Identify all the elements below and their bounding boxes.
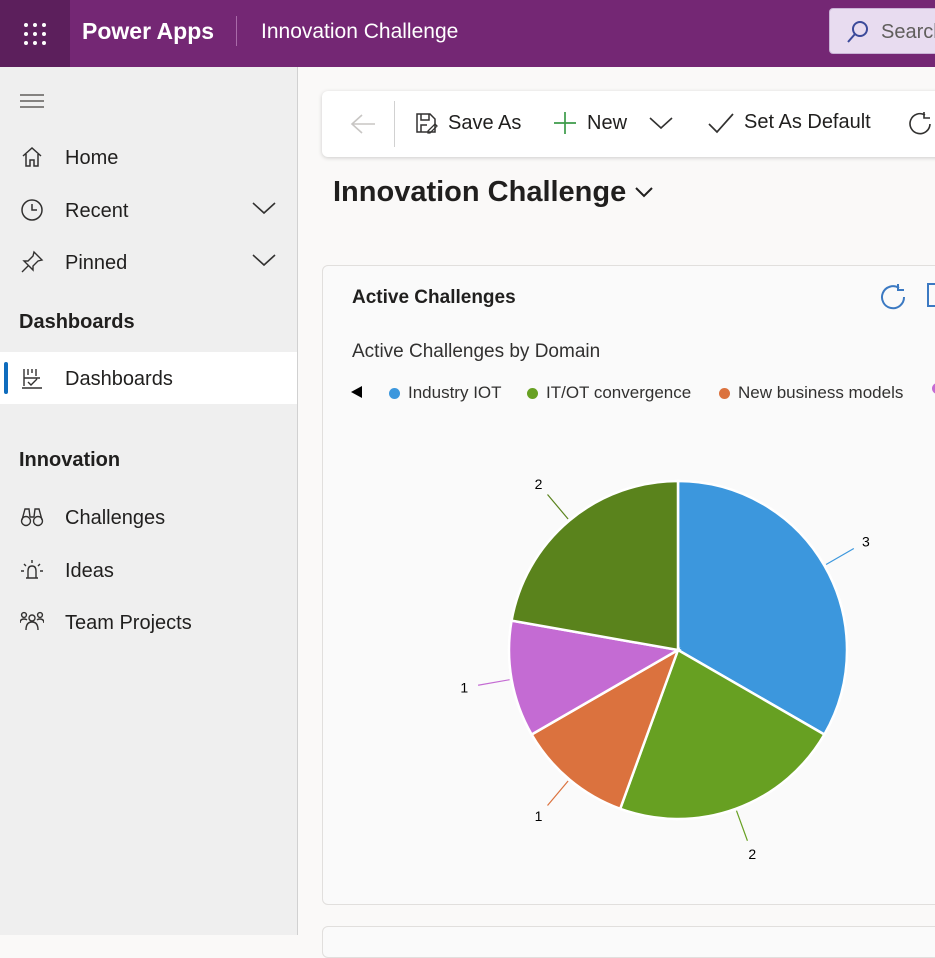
sidebar-item-dashboards[interactable]: Dashboards	[0, 352, 297, 404]
set-as-default-button[interactable]: Set As Default	[708, 111, 871, 134]
pie-data-label: 1	[460, 680, 468, 696]
legend-item[interactable]: IT/OT convergence	[527, 383, 691, 403]
pie-slice[interactable]	[510, 479, 680, 652]
legend-label: IT/OT convergence	[546, 383, 692, 402]
lightbulb-icon	[21, 560, 43, 579]
header-divider	[236, 16, 237, 46]
sidebar-item-label: Home	[65, 147, 119, 169]
chart-title: Active Challenges by Domain	[352, 341, 601, 362]
pie-data-label: 3	[862, 534, 870, 550]
legend-label: New business models	[738, 383, 904, 402]
checkmark-icon	[708, 112, 734, 133]
legend-item[interactable]: New business models	[719, 383, 903, 403]
new-button[interactable]: New	[553, 111, 627, 135]
search-placeholder: Search	[881, 21, 935, 43]
pie-leader-line	[547, 780, 569, 806]
chevron-down-icon[interactable]	[649, 116, 673, 130]
sidebar-item-label: Pinned	[65, 252, 128, 274]
pin-icon	[21, 250, 44, 273]
search-box[interactable]: Search	[829, 8, 935, 54]
sidebar-item-label: Recent	[65, 200, 129, 222]
clock-icon	[21, 199, 43, 221]
second-card	[322, 926, 935, 958]
legend-item[interactable]	[932, 383, 935, 394]
legend-label: Industry IOT	[408, 383, 502, 402]
save-as-label: Save As	[448, 111, 522, 134]
app-name[interactable]: Power Apps	[82, 18, 215, 44]
sidebar-item-label: Team Projects	[65, 612, 192, 634]
sidebar-item-label: Ideas	[65, 560, 114, 582]
binoculars-icon	[20, 508, 44, 527]
sidebar-item-pinned[interactable]: Pinned	[0, 236, 297, 288]
legend-swatch	[719, 387, 730, 399]
chevron-down-icon[interactable]	[252, 253, 276, 267]
chevron-down-icon[interactable]	[252, 201, 276, 215]
top-bar: Power Apps Innovation Challenge Search	[0, 0, 935, 67]
pie-data-label: 1	[535, 808, 543, 824]
hamburger-icon[interactable]	[20, 94, 44, 108]
section-title-innovation: Innovation	[19, 449, 121, 471]
sidebar-item-recent[interactable]: Recent	[0, 184, 297, 236]
sidebar-item-ideas[interactable]: Ideas	[0, 544, 297, 596]
sidebar-item-label: Dashboards	[65, 368, 173, 390]
pie-slice[interactable]	[676, 479, 849, 737]
pie-leader-line	[825, 547, 855, 566]
legend-swatch	[932, 383, 935, 394]
legend-previous-icon[interactable]	[351, 386, 362, 398]
save-as-button[interactable]: Save As	[414, 111, 521, 135]
command-divider	[394, 101, 395, 147]
chevron-down-icon[interactable]	[634, 186, 654, 198]
refresh-icon[interactable]	[879, 283, 907, 311]
app-launcher-button[interactable]	[0, 0, 70, 67]
sidebar: Home Recent Pinned Dashboards Dashboards…	[0, 67, 298, 935]
home-icon	[22, 146, 42, 167]
people-team-icon	[20, 611, 44, 631]
command-bar: Save As New Set As Default	[322, 91, 935, 157]
sidebar-item-home[interactable]: Home	[0, 131, 297, 183]
pie-slice[interactable]	[529, 647, 681, 811]
back-arrow-icon[interactable]	[350, 113, 376, 135]
refresh-icon[interactable]	[907, 111, 933, 137]
pie-data-label: 2	[535, 476, 543, 492]
chart-card: Active Challenges Active Challenges by D…	[322, 265, 935, 905]
section-title-dashboards: Dashboards	[19, 311, 135, 333]
pie-leader-line	[477, 679, 510, 686]
waffle-icon	[24, 22, 46, 45]
card-title: Active Challenges	[352, 287, 516, 308]
dashboard-title[interactable]: Innovation Challenge	[333, 176, 627, 208]
save-as-icon	[416, 113, 438, 134]
pie-slice[interactable]	[507, 619, 682, 737]
plus-icon	[554, 112, 576, 134]
expand-icon[interactable]	[927, 283, 935, 307]
pie-slice[interactable]	[618, 648, 827, 821]
pie-chart: 3 2 1 1 2	[460, 476, 870, 862]
sidebar-item-team-projects[interactable]: Team Projects	[0, 596, 297, 648]
environment-name[interactable]: Innovation Challenge	[261, 20, 459, 43]
new-label: New	[587, 111, 628, 134]
dashboard-icon	[22, 369, 42, 389]
pie-leader-line	[735, 810, 748, 841]
sidebar-item-label: Challenges	[65, 507, 166, 529]
pie-leader-line	[547, 494, 569, 520]
legend-item[interactable]: Industry IOT	[389, 383, 502, 403]
sidebar-item-challenges[interactable]: Challenges	[0, 491, 297, 543]
search-icon	[847, 21, 868, 43]
legend-swatch	[527, 387, 538, 399]
legend-swatch	[389, 387, 400, 399]
set-as-default-label: Set As Default	[744, 111, 871, 133]
pie-data-label: 2	[748, 846, 756, 862]
selection-indicator	[4, 362, 8, 394]
